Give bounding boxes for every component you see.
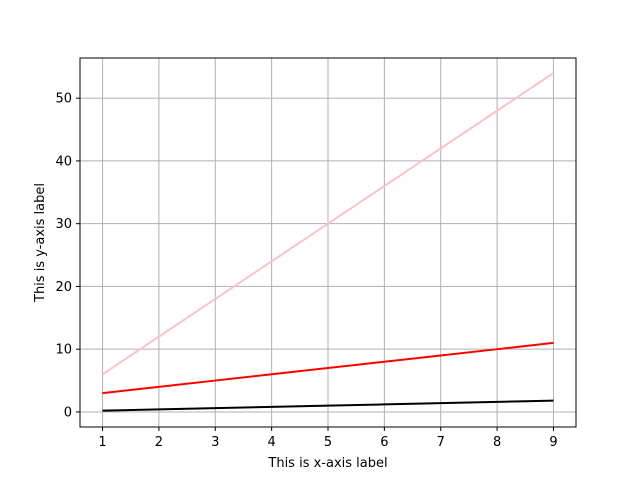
x-axis-label: This is x-axis label — [267, 456, 387, 471]
y-tick-label: 20 — [55, 280, 72, 295]
y-tick-label: 50 — [55, 92, 72, 107]
series-layer — [101, 72, 555, 412]
y-tick-label: 30 — [55, 217, 72, 232]
grid — [80, 58, 576, 427]
y-axis-label: This is y-axis label — [33, 183, 48, 303]
series-line-3 — [102, 399, 554, 412]
x-tick-label: 5 — [324, 435, 332, 450]
y-tick-label: 0 — [64, 405, 72, 420]
y-tick-label: 10 — [55, 343, 72, 358]
x-tick-label: 7 — [437, 435, 445, 450]
series-line-2 — [102, 341, 554, 395]
x-tick-label: 3 — [211, 435, 219, 450]
x-tick-label: 4 — [267, 435, 275, 450]
x-tick-label: 1 — [98, 435, 106, 450]
series-line-1 — [101, 72, 555, 376]
x-tick-label: 9 — [549, 435, 557, 450]
x-tick-label: 6 — [380, 435, 388, 450]
x-tick-label: 2 — [155, 435, 163, 450]
ticks: 1 2 3 4 5 6 7 8 9 0 10 20 30 40 50 — [55, 92, 557, 450]
y-tick-label: 40 — [55, 154, 72, 169]
x-tick-label: 8 — [493, 435, 501, 450]
